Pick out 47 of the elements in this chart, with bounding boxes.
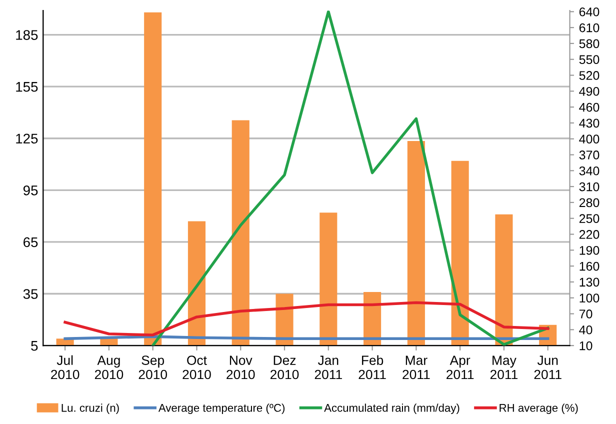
legend-label: RH average (%) [500, 404, 578, 414]
x-tick-label: Jul 2010 [51, 355, 80, 380]
y-tick-label: 65 [24, 237, 38, 248]
y2-tick-label: 550 [579, 55, 600, 64]
x-tick-label: May 2011 [490, 356, 518, 380]
y-tick-label: 185 [16, 30, 38, 40]
y2-tick-label: 100 [580, 294, 600, 303]
x-tick-label: Apr 2011 [446, 356, 474, 380]
x-tick-label: Sep 2010 [138, 356, 168, 380]
y2-tick-label: 610 [579, 23, 600, 32]
y-tick-label: 5 [31, 341, 38, 351]
y2-tick-label: 490 [579, 86, 600, 96]
x-tick-label: Nov 2010 [226, 356, 255, 380]
line-series [64, 301, 550, 336]
y2-tick-label: 40 [579, 325, 592, 334]
x-tick-label: Jan 2011 [314, 356, 342, 380]
y2-tick-label: 130 [580, 278, 600, 287]
x-tick-label: Dez 2010 [270, 356, 299, 380]
y2-tick-label: 520 [579, 71, 600, 80]
x-tick-label: Mar 2011 [402, 356, 430, 380]
y2-tick-label: 400 [579, 134, 600, 144]
y2-tick-label: 220 [579, 230, 600, 239]
y2-tick-label: 310 [579, 182, 600, 192]
y2-tick-label: 430 [579, 118, 600, 128]
y2-tick-label: 160 [580, 262, 600, 271]
y2-tick-label: 340 [579, 166, 600, 176]
legend-label: Lu. cruzi (n) [62, 404, 119, 414]
x-tick-label: Feb 2011 [358, 355, 386, 380]
y2-tick-label: 460 [579, 102, 600, 112]
x-tick-label: Jun 2011 [534, 356, 562, 380]
x-tick-label: Aug 2010 [94, 356, 124, 380]
legend-label: Accumulated rain (mm/day) [324, 404, 460, 414]
y2-tick-label: 190 [580, 246, 600, 255]
y2-tick-label: 370 [579, 150, 600, 160]
y-tick-label: 125 [16, 134, 38, 144]
line-series [151, 10, 550, 346]
y-tick-label: 95 [23, 186, 38, 196]
y-tick-label: 155 [16, 82, 38, 92]
legend-label: Average temperature (ºC) [158, 404, 284, 414]
y2-tick-label: 640 [579, 7, 600, 16]
y2-tick-label: 10 [580, 341, 592, 350]
y-tick-label: 35 [23, 289, 38, 299]
y2-tick-label: 280 [579, 198, 600, 208]
y2-tick-label: 250 [579, 214, 600, 224]
x-tick-label: Oct 2010 [182, 356, 211, 380]
y2-tick-label: 580 [579, 39, 600, 48]
y2-tick-label: 70 [579, 310, 592, 318]
